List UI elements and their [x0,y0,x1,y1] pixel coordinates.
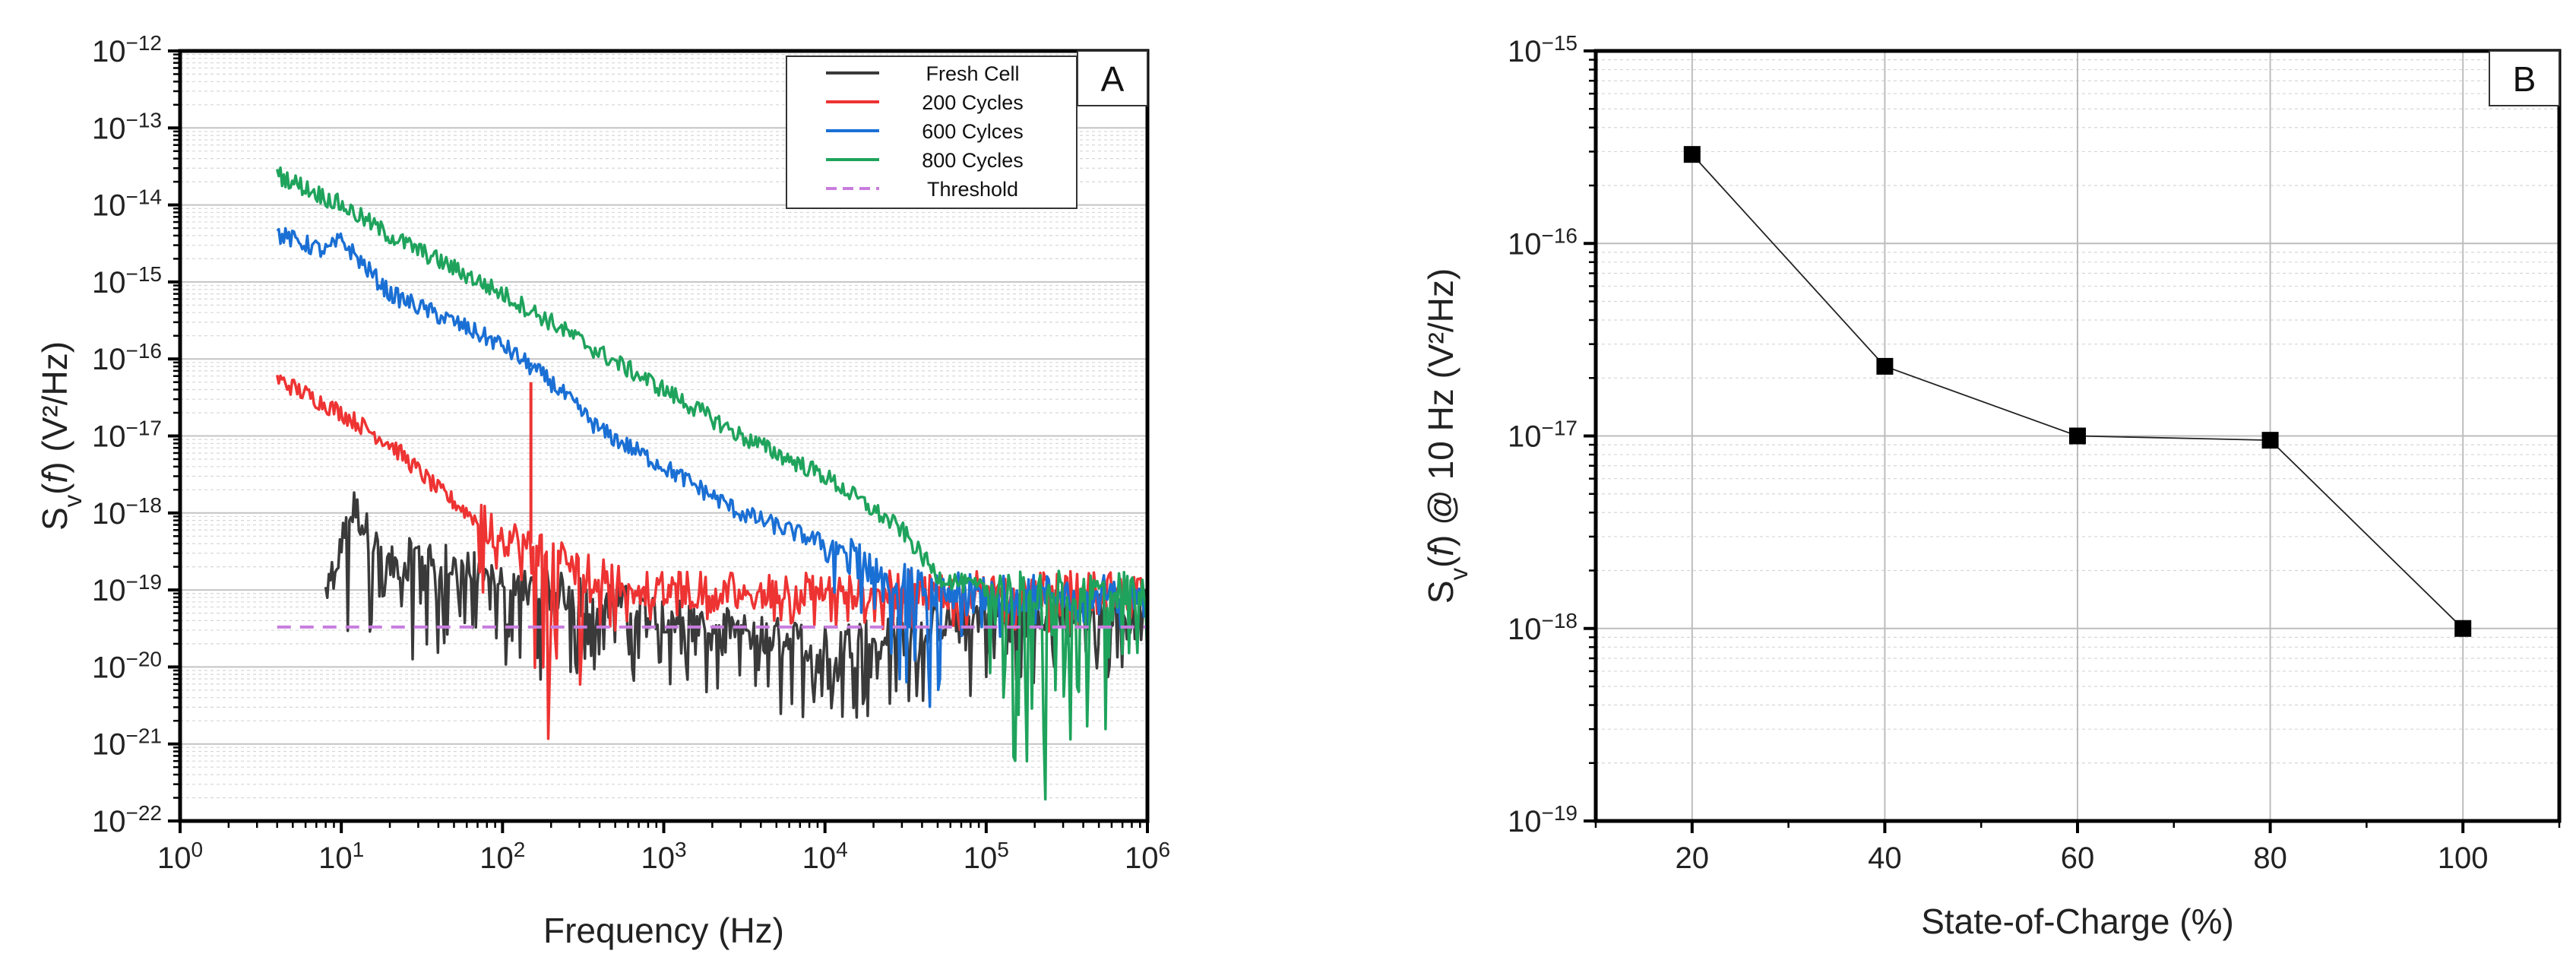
panel-a-legend-label: 800 Cycles [922,149,1024,172]
panel-b-data-point [1683,146,1701,163]
panel-a-chart: 10−12 10−13 10−14 10−15 10−16 10−17 10−18 10−19… [35,31,1170,951]
panel-a-y-tick-label: 10−13 [92,108,162,146]
panel-a-y-title-f: f [35,471,74,483]
panel-b-y-tick-label: 10−15 [1508,31,1578,69]
panel-b-label: B [2513,59,2536,99]
panel-b-data-point [2454,620,2472,637]
panel-a-x-tick-label: 106 [1125,838,1170,876]
panel-b-y-title-sub: v [1445,568,1473,581]
panel-a-y-tick-label: 10−15 [92,261,162,300]
panel-a-x-axis-title: Frequency (Hz) [543,911,784,950]
panel-b-y-title-open: ( [1421,556,1460,568]
panel-b-series [1683,146,2472,637]
panel-b-y-tick-label: 10−18 [1508,608,1578,646]
panel-a-y-title-s: S [35,507,74,531]
panel-a-y-tick-label: 10−14 [92,185,162,223]
panel-a-y-tick-label: 10−20 [92,647,162,685]
panel-a-y-title-rest: ) (V²/Hz) [35,341,74,474]
panel-b-x-tick-label: 100 [2438,841,2489,875]
panel-a-series [275,166,1147,801]
panel-a-x-tick-label: 103 [641,838,686,876]
panel-a-y-tick-label: 10−22 [92,801,162,839]
panel-b-x-axis-title: State-of-Charge (%) [1921,902,2234,941]
panel-b-y-tick-label: 10−16 [1508,223,1578,261]
panel-b-x-tick-label: 80 [2253,841,2287,875]
panel-a-y-tick-label: 10−18 [92,493,162,531]
panel-a-y-tick-label: 10−17 [92,416,162,454]
panel-a-x-tick-label: 100 [157,838,203,876]
panel-a-y-axis-title: Sv(f) (V²/Hz) [35,341,87,531]
panel-b-y-tick-label: 10−19 [1508,801,1578,839]
panel-a-legend-label: 200 Cycles [922,91,1024,114]
panel-b-x-tick-label: 20 [1676,841,1710,875]
panel-a-label: A [1101,59,1125,99]
panel-a-x-tick-label: 105 [964,838,1009,876]
panel-b-chart: 10−15 10−16 10−17 10−18 10−19 20 40 60 80 100 B S… [1421,31,2562,941]
panel-a-x-tick-label: 104 [802,838,848,876]
panel-b-data-point [1876,357,1894,375]
panel-a-legend-label: 600 Cylces [922,120,1024,143]
panel-b-y-tick-label: 10−17 [1508,416,1578,454]
panel-a-series-line [276,166,1147,801]
panel-b-data-point [2261,432,2279,449]
panel-b-x-tick-label: 40 [1868,841,1902,875]
panel-a-label-box: A [1077,50,1148,106]
panel-a-legend-label: Threshold [927,178,1018,201]
panel-a-x-tick-label: 102 [479,838,525,876]
panel-a-y-tick-label: 10−16 [92,339,162,377]
panel-a-y-tick-label: 10−12 [92,31,162,69]
panel-a-y-title-open: ( [35,483,74,495]
panel-a-axis-ticks: 10−12 10−13 10−14 10−15 10−16 10−17 10−18 10−19… [92,31,1170,876]
panel-b-y-title-s: S [1421,581,1460,604]
panel-b-axis-ticks: 10−15 10−16 10−17 10−18 10−19 20 40 60 80 100 [1508,31,2561,875]
panel-a-x-tick-label: 101 [318,838,364,876]
panel-a-y-tick-label: 10−19 [92,570,162,608]
panel-b-y-title-f: f [1421,544,1460,556]
panel-a-y-title-sub: v [59,494,87,507]
panel-b-y-title-rest: ) @ 10 Hz (V²/Hz) [1421,268,1460,547]
panel-b-x-tick-label: 60 [2061,841,2095,875]
panel-a-legend: Fresh Cell 200 Cycles 600 Cylces 800 Cycles… [786,55,1078,209]
panel-a-y-tick-label: 10−21 [92,724,162,762]
panel-b-y-axis-title: Sv(f) @ 10 Hz (V²/Hz) [1421,268,1473,604]
panel-b-data-point [2069,427,2086,445]
panel-a-legend-label: Fresh Cell [926,62,1019,85]
panel-b-label-box: B [2489,50,2560,106]
